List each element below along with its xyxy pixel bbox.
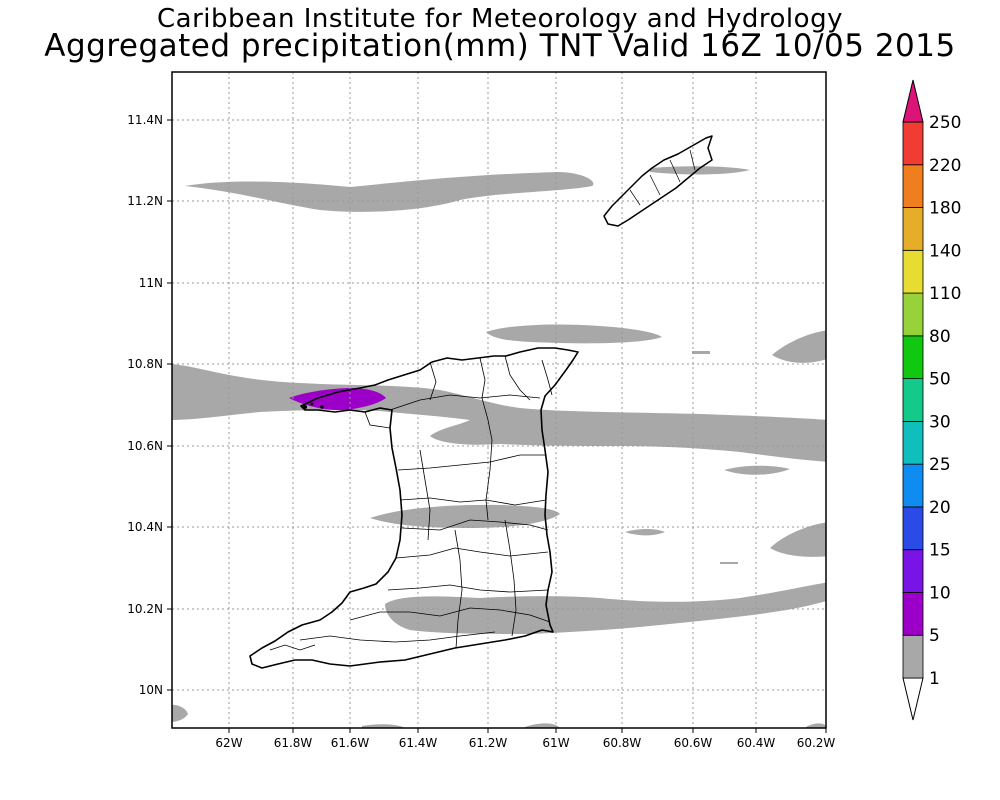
precip-area-light bbox=[724, 465, 790, 475]
colorbar-label: 20 bbox=[929, 498, 951, 518]
precip-area-light bbox=[172, 364, 826, 462]
latitude-labels: 11.4N 11.2N 11N 10.8N 10.6N 10.4N 10.2N … bbox=[127, 113, 163, 697]
trinidad-boundaries bbox=[269, 355, 553, 651]
lat-label: 11.4N bbox=[127, 113, 163, 127]
lon-label: 61W bbox=[542, 736, 569, 750]
colorbar-segment bbox=[902, 378, 924, 422]
grid-lines bbox=[172, 72, 826, 728]
lat-label: 10.2N bbox=[127, 602, 163, 616]
islets bbox=[303, 402, 324, 409]
lon-label: 61.6W bbox=[331, 736, 370, 750]
lon-label: 60.4W bbox=[737, 736, 776, 750]
colorbar-label: 30 bbox=[929, 412, 951, 432]
lat-label: 11N bbox=[139, 276, 163, 290]
colorbar-label: 140 bbox=[929, 241, 961, 261]
lon-label: 60.8W bbox=[603, 736, 642, 750]
colorbar-segment bbox=[902, 634, 924, 679]
colorbar-segment bbox=[902, 249, 924, 294]
precip-area-light bbox=[806, 723, 826, 728]
lon-label: 61.4W bbox=[399, 736, 438, 750]
map-frame bbox=[171, 71, 827, 729]
colorbar-label: 5 bbox=[929, 626, 940, 646]
colorbar-segment bbox=[902, 463, 924, 508]
axis-ticks bbox=[167, 119, 827, 733]
colorbar-segment bbox=[902, 121, 924, 166]
colorbar-label: 80 bbox=[929, 327, 951, 347]
colorbar-label: 25 bbox=[929, 455, 951, 475]
colorbar-segment bbox=[902, 677, 924, 721]
colorbar-label: 10 bbox=[929, 583, 951, 603]
colorbar-segment bbox=[902, 549, 924, 593]
lat-label: 11.2N bbox=[127, 194, 163, 208]
colorbar-label: 1 bbox=[929, 669, 940, 689]
precip-area-light bbox=[772, 330, 826, 363]
precip-area-light bbox=[172, 704, 188, 722]
lon-label: 60.6W bbox=[674, 736, 713, 750]
colorbar-label: 220 bbox=[929, 156, 961, 176]
precip-area-light bbox=[525, 723, 560, 728]
trinidad-island bbox=[249, 347, 579, 669]
lon-label: 62W bbox=[215, 736, 242, 750]
tobago-boundaries bbox=[629, 149, 696, 206]
precip-area-light bbox=[385, 582, 826, 634]
colorbar-segment bbox=[902, 79, 924, 123]
colorbar-label: 15 bbox=[929, 541, 951, 561]
lon-label: 60.2W bbox=[797, 736, 836, 750]
precip-area-light bbox=[692, 351, 710, 354]
colorbar-segment bbox=[902, 592, 924, 636]
colorbar-segment bbox=[902, 292, 924, 337]
precip-area-light bbox=[720, 562, 738, 564]
institute-title: Caribbean Institute for Meteorology and … bbox=[157, 4, 843, 34]
colorbar-segment bbox=[902, 420, 924, 465]
precip-area-light bbox=[362, 724, 405, 728]
precip-area-light bbox=[650, 166, 750, 175]
precip-area-light bbox=[486, 324, 662, 344]
precip-area-light bbox=[770, 522, 826, 557]
colorbar-segment bbox=[902, 335, 924, 380]
lon-label: 61.8W bbox=[274, 736, 313, 750]
longitude-labels: 62W 61.8W 61.6W 61.4W 61.2W 61W 60.8W 60… bbox=[215, 736, 835, 750]
precip-area-light bbox=[185, 172, 594, 212]
lon-label: 61.2W bbox=[469, 736, 508, 750]
precip-area-light bbox=[625, 529, 665, 536]
lat-label: 10.6N bbox=[127, 439, 163, 453]
colorbar-label: 110 bbox=[929, 284, 961, 304]
colorbar-label: 50 bbox=[929, 370, 951, 390]
colorbar-segment bbox=[902, 506, 924, 551]
lat-label: 10N bbox=[139, 683, 163, 697]
colorbar-segment bbox=[902, 207, 924, 251]
colorbar-label: 250 bbox=[929, 113, 961, 133]
precipitation-layer bbox=[172, 166, 826, 728]
colorbar-label: 180 bbox=[929, 199, 961, 219]
lat-label: 10.8N bbox=[127, 357, 163, 371]
map-title: Aggregated precipitation(mm) TNT Valid 1… bbox=[44, 28, 956, 64]
colorbar-segment bbox=[902, 164, 924, 208]
tobago-island bbox=[603, 135, 713, 227]
lat-label: 10.4N bbox=[127, 520, 163, 534]
